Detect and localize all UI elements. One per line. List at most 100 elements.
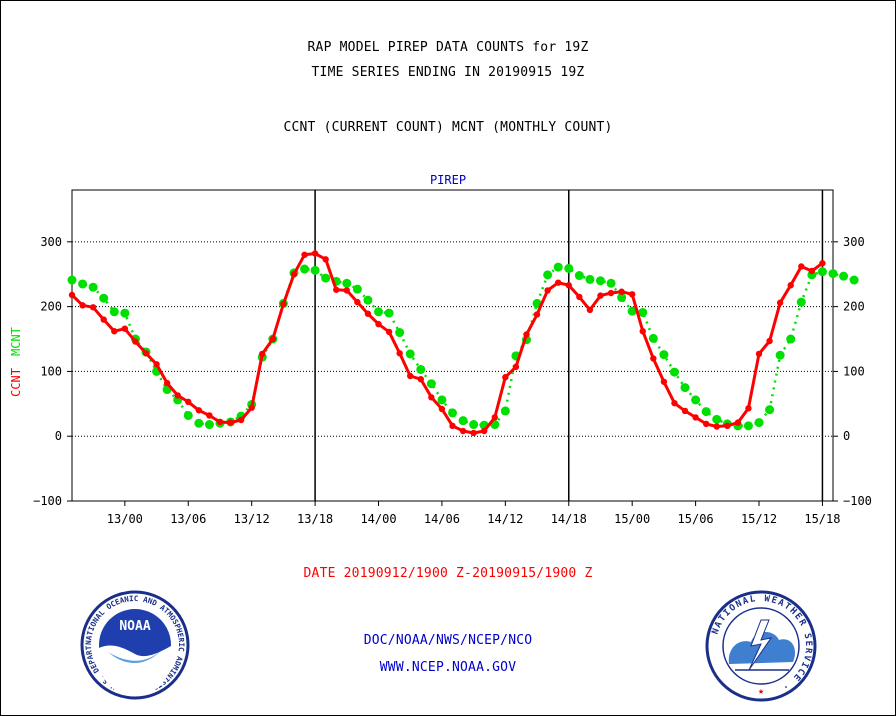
data-point-ccnt xyxy=(185,398,192,406)
y-tick-label-right: 100 xyxy=(843,364,865,378)
x-tick-label: 13/06 xyxy=(170,512,206,526)
data-point-ccnt xyxy=(153,361,160,368)
data-point-ccnt xyxy=(311,250,319,257)
data-point-ccnt xyxy=(671,399,678,407)
y-tick-label-left: 0 xyxy=(55,429,62,443)
data-point-mcnt xyxy=(500,406,510,416)
data-point-mcnt xyxy=(395,328,405,338)
data-point-ccnt xyxy=(301,251,308,258)
data-point-mcnt xyxy=(817,267,827,277)
data-point-ccnt xyxy=(174,392,181,399)
x-tick-label: 13/18 xyxy=(297,512,333,526)
chart-subtitle: CCNT (CURRENT COUNT) MCNT (MONTHLY COUNT… xyxy=(283,120,613,135)
data-point-mcnt xyxy=(458,416,468,426)
data-point-mcnt xyxy=(595,276,605,286)
data-point-mcnt xyxy=(627,306,637,316)
url-line[interactable]: WWW.NCEP.NOAA.GOV xyxy=(379,660,517,675)
data-point-ccnt xyxy=(660,378,668,385)
data-point-mcnt xyxy=(680,383,690,393)
x-tick-label: 14/00 xyxy=(360,512,396,526)
data-point-ccnt xyxy=(565,282,572,289)
data-point-mcnt xyxy=(765,405,775,415)
data-point-mcnt xyxy=(564,263,574,273)
series-line-ccnt xyxy=(70,252,824,435)
y-tick-label-left: 100 xyxy=(40,364,62,378)
data-point-ccnt xyxy=(650,355,657,362)
data-point-ccnt xyxy=(364,310,372,317)
date-range-label: DATE 20190912/1900 Z-20190915/1900 Z xyxy=(303,566,593,581)
data-point-mcnt xyxy=(839,271,849,281)
data-point-ccnt xyxy=(449,422,456,430)
y-tick-label-right: 0 xyxy=(843,429,850,443)
data-point-mcnt xyxy=(606,278,616,288)
data-point-ccnt xyxy=(333,286,340,293)
data-point-ccnt xyxy=(766,337,773,345)
data-point-ccnt xyxy=(259,350,266,358)
data-point-mcnt xyxy=(405,349,415,359)
data-point-ccnt xyxy=(269,335,277,343)
data-point-mcnt xyxy=(416,364,426,374)
nws-logo: NATIONAL WEATHER SERVICE · ★ xyxy=(705,590,817,702)
data-point-ccnt xyxy=(396,350,403,357)
data-point-mcnt xyxy=(448,408,457,418)
data-point-ccnt xyxy=(163,379,171,387)
data-point-mcnt xyxy=(754,418,764,428)
data-point-ccnt xyxy=(554,279,562,286)
data-point-ccnt xyxy=(745,405,752,412)
data-point-mcnt xyxy=(67,275,77,285)
data-point-ccnt xyxy=(100,316,107,323)
data-point-ccnt xyxy=(237,416,245,424)
data-point-ccnt xyxy=(576,293,583,301)
x-tick-label: 13/12 xyxy=(234,512,270,526)
data-point-mcnt xyxy=(574,271,584,281)
data-point-ccnt xyxy=(819,260,826,267)
data-point-mcnt xyxy=(648,333,658,343)
data-point-ccnt xyxy=(227,419,234,426)
data-point-ccnt xyxy=(417,375,424,383)
data-point-ccnt xyxy=(68,291,76,299)
data-point-ccnt xyxy=(459,427,467,435)
noaa-logo: NATIONAL OCEANIC AND ATMOSPHERIC ADMINI S… xyxy=(80,590,190,700)
data-point-mcnt xyxy=(374,307,384,317)
data-point-mcnt xyxy=(183,410,193,420)
data-point-ccnt xyxy=(375,320,382,328)
data-point-ccnt xyxy=(343,287,351,294)
data-point-mcnt xyxy=(352,284,362,294)
y-tick-label-right: −100 xyxy=(843,494,872,508)
data-point-ccnt xyxy=(438,405,446,413)
data-point-mcnt xyxy=(194,418,204,428)
data-point-ccnt xyxy=(111,328,118,335)
data-point-ccnt xyxy=(544,287,551,294)
data-point-ccnt xyxy=(724,422,731,430)
data-point-ccnt xyxy=(481,427,488,435)
data-point-mcnt xyxy=(78,279,88,289)
data-point-mcnt xyxy=(553,262,563,272)
y-axis-label-mcnt: MCNT xyxy=(9,327,23,356)
data-point-ccnt xyxy=(502,374,509,381)
y-tick-label-left: 300 xyxy=(40,235,62,249)
data-point-ccnt xyxy=(628,291,636,298)
data-point-ccnt xyxy=(692,414,699,421)
data-point-mcnt xyxy=(120,308,130,318)
data-point-ccnt xyxy=(121,325,129,332)
y-tick-label-right: 300 xyxy=(843,235,865,249)
data-point-ccnt xyxy=(681,407,689,415)
y-tick-label-right: 200 xyxy=(843,300,865,314)
data-point-mcnt xyxy=(109,307,119,317)
y-tick-label-left: −100 xyxy=(33,494,62,508)
nws-star-icon: ★ xyxy=(758,686,764,697)
x-tick-label: 15/12 xyxy=(741,512,777,526)
data-point-mcnt xyxy=(669,367,679,377)
data-point-mcnt xyxy=(775,350,785,360)
data-point-mcnt xyxy=(88,282,98,292)
data-point-mcnt xyxy=(691,395,701,405)
data-point-ccnt xyxy=(280,300,287,308)
data-point-ccnt xyxy=(132,338,139,345)
data-point-ccnt xyxy=(787,282,794,289)
plot-area xyxy=(71,189,834,502)
x-tick-label: 15/00 xyxy=(614,512,650,526)
data-point-ccnt xyxy=(290,271,298,278)
data-point-ccnt xyxy=(354,298,361,306)
data-point-mcnt xyxy=(786,334,796,344)
